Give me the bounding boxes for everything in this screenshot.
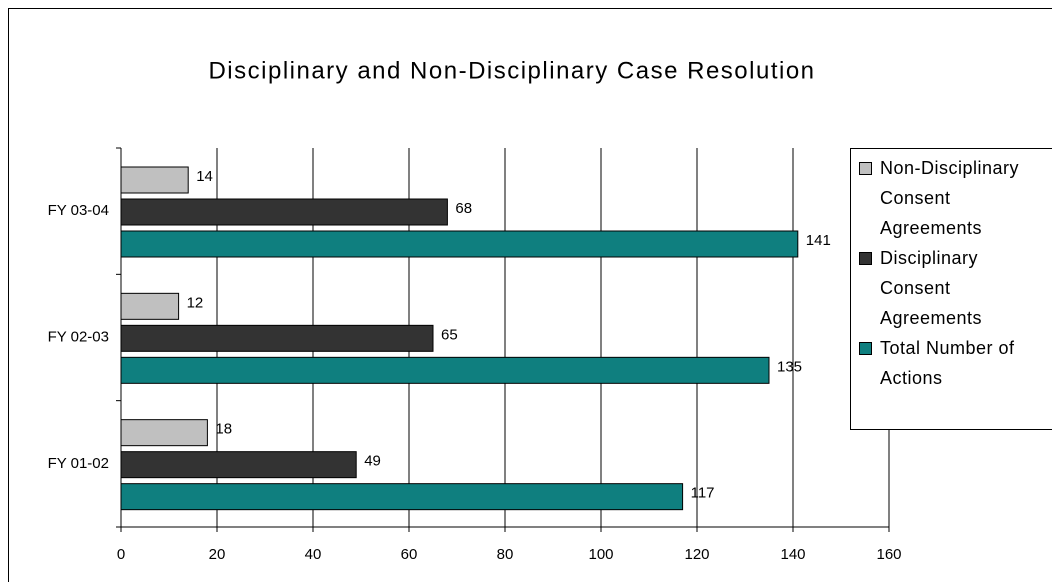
y-tick-label: FY 03-04 bbox=[48, 202, 109, 219]
y-tick-label: FY 02-03 bbox=[48, 328, 109, 345]
data-label: 141 bbox=[806, 232, 831, 249]
legend-label: Disciplinary Consent Agreements bbox=[880, 248, 983, 328]
legend-item: Disciplinary Consent Agreements bbox=[859, 243, 1052, 333]
x-tick-label: 120 bbox=[684, 546, 709, 563]
x-tick-label: 160 bbox=[876, 546, 901, 563]
data-label: 68 bbox=[455, 200, 472, 217]
legend-label: Non-Disciplinary Consent Agreements bbox=[880, 158, 1020, 238]
bar bbox=[120, 166, 189, 194]
data-label: 49 bbox=[364, 453, 381, 470]
legend-item: Non-Disciplinary Consent Agreements bbox=[859, 153, 1052, 243]
legend-swatch bbox=[859, 162, 872, 175]
data-label: 18 bbox=[215, 421, 232, 438]
bar bbox=[120, 356, 770, 384]
x-tick-label: 0 bbox=[117, 546, 125, 563]
x-tick-label: 40 bbox=[305, 546, 322, 563]
x-tick-label: 80 bbox=[497, 546, 514, 563]
bar bbox=[120, 198, 448, 226]
legend-label: Total Number of Actions bbox=[880, 338, 1015, 388]
data-label: 12 bbox=[187, 294, 204, 311]
x-tick-label: 100 bbox=[588, 546, 613, 563]
x-tick-label: 20 bbox=[209, 546, 226, 563]
x-tick-label: 140 bbox=[780, 546, 805, 563]
bar bbox=[120, 419, 208, 447]
legend-swatch bbox=[859, 342, 872, 355]
bar bbox=[120, 483, 684, 511]
bar bbox=[120, 292, 180, 320]
data-label: 135 bbox=[777, 358, 802, 375]
bar bbox=[120, 230, 799, 258]
legend-swatch bbox=[859, 252, 872, 265]
y-tick-label: FY 01-02 bbox=[48, 455, 109, 472]
data-label: 65 bbox=[441, 326, 458, 343]
x-tick-label: 60 bbox=[401, 546, 418, 563]
legend: Non-Disciplinary Consent Agreements Disci… bbox=[850, 148, 1052, 430]
bar bbox=[120, 451, 357, 479]
data-label: 14 bbox=[196, 168, 213, 185]
bar bbox=[120, 324, 434, 352]
legend-item: Total Number of Actions bbox=[859, 333, 1052, 393]
data-label: 117 bbox=[691, 485, 715, 502]
chart-frame bbox=[8, 8, 1052, 582]
chart-title: Disciplinary and Non-Disciplinary Case R… bbox=[208, 57, 815, 84]
